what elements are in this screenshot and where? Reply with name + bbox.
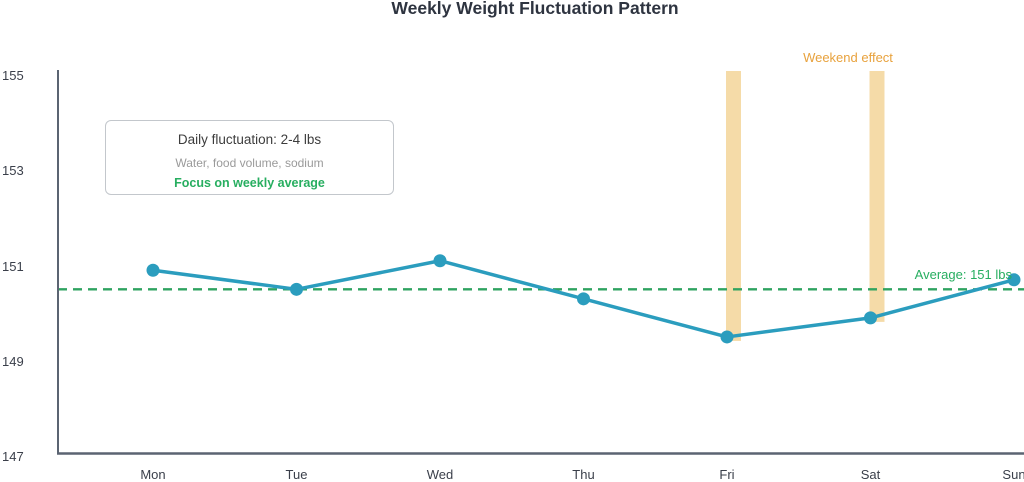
annotation-primary-text: Daily fluctuation: 2-4 lbs xyxy=(177,132,322,147)
x-tick-label-mon: Mon xyxy=(140,467,166,482)
y-tick-label: 153 xyxy=(2,163,24,179)
data-point-wed xyxy=(433,254,447,268)
annotation-box: Daily fluctuation: 2-4 lbs Water, food v… xyxy=(105,120,394,195)
x-tick-label-fri: Fri xyxy=(719,467,735,482)
annotation-secondary-text: Water, food volume, sodium xyxy=(175,156,324,170)
x-tick-label-sat: Sat xyxy=(860,467,881,482)
x-tick-label-wed: Wed xyxy=(426,467,454,482)
average-line-label: Average: 151 lbs xyxy=(914,267,1012,282)
annotation-highlight-text: Focus on weekly average xyxy=(174,176,325,190)
x-tick-label-sun: Sun xyxy=(1002,467,1024,482)
data-point-thu xyxy=(577,292,590,306)
data-point-mon xyxy=(146,263,160,277)
x-tick-label-tue: Tue xyxy=(285,467,308,482)
data-point-sat xyxy=(864,311,877,325)
data-point-fri xyxy=(720,330,734,344)
data-point-sun xyxy=(1007,273,1021,287)
y-tick-label: 149 xyxy=(2,353,24,369)
weekend-effect-label: Weekend effect xyxy=(803,50,893,65)
data-point-tue xyxy=(290,282,303,296)
chart-title: Weekly Weight Fluctuation Pattern xyxy=(391,0,679,18)
y-tick-label: 151 xyxy=(2,258,24,274)
weekend-bar-fri xyxy=(726,71,741,341)
y-tick-label: 155 xyxy=(2,68,24,83)
x-tick-label-thu: Thu xyxy=(572,467,595,482)
weekend-bar-sat xyxy=(869,71,885,322)
y-tick-label: 147 xyxy=(2,449,24,464)
